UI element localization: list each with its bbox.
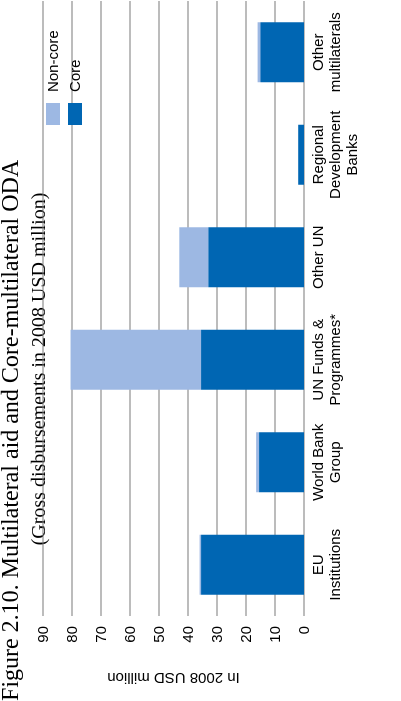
y-tick-label: 50 (151, 626, 168, 643)
category-label: Development (327, 110, 344, 199)
bar-core (201, 329, 304, 390)
legend: Core Non-core (45, 30, 84, 125)
bar-non-core (257, 22, 261, 83)
gridlines (42, 1, 305, 616)
bar-core (201, 534, 304, 595)
x-axis-categories: EU Institutions World Bank Group UN Funds & P… (310, 12, 361, 600)
y-tick-label: 60 (122, 626, 139, 643)
category-label: Other (310, 33, 327, 71)
y-axis-ticks: 0 10 20 30 40 50 60 70 80 90 (35, 626, 313, 643)
bar-non-core (256, 432, 260, 493)
category-label: Banks (344, 134, 361, 176)
legend-swatch (46, 103, 60, 125)
category-label: multilaterals (327, 12, 344, 92)
y-tick-label: 70 (93, 626, 110, 643)
bar-core (208, 227, 304, 288)
legend-label: Core (67, 59, 84, 92)
legend-label: Non-core (45, 30, 62, 92)
category-label: Institutions (327, 529, 344, 601)
y-tick-label: 80 (64, 626, 81, 643)
category-label: Programmes* (327, 314, 344, 406)
chart-title: Figure 2.10. Multilateral aid and Core-m… (0, 159, 24, 701)
y-tick-label: 90 (35, 626, 52, 643)
y-tick-label: 20 (238, 626, 255, 643)
y-tick-label: 30 (209, 626, 226, 643)
y-tick-label: 0 (296, 626, 313, 634)
category-label: Group (327, 441, 344, 483)
category-label: World Bank (310, 423, 327, 501)
category-label: EU (310, 554, 327, 575)
y-tick-label: 10 (267, 626, 284, 643)
bar-core (259, 432, 304, 493)
bar-core (298, 124, 305, 185)
legend-swatch (68, 103, 82, 125)
y-axis-label: In 2008 USD million (107, 669, 240, 686)
category-label: UN Funds & (310, 319, 327, 401)
bars (70, 22, 305, 595)
category-label: Regional (310, 125, 327, 184)
y-tick-label: 40 (180, 626, 197, 643)
chart-subtitle: (Gross disbursements in 2008 USD million… (28, 193, 50, 546)
category-label: Other UN (310, 226, 327, 289)
bar-core (260, 22, 304, 83)
bar-non-core (199, 534, 202, 595)
bar-non-core (179, 227, 209, 288)
bar-non-core (70, 329, 202, 390)
